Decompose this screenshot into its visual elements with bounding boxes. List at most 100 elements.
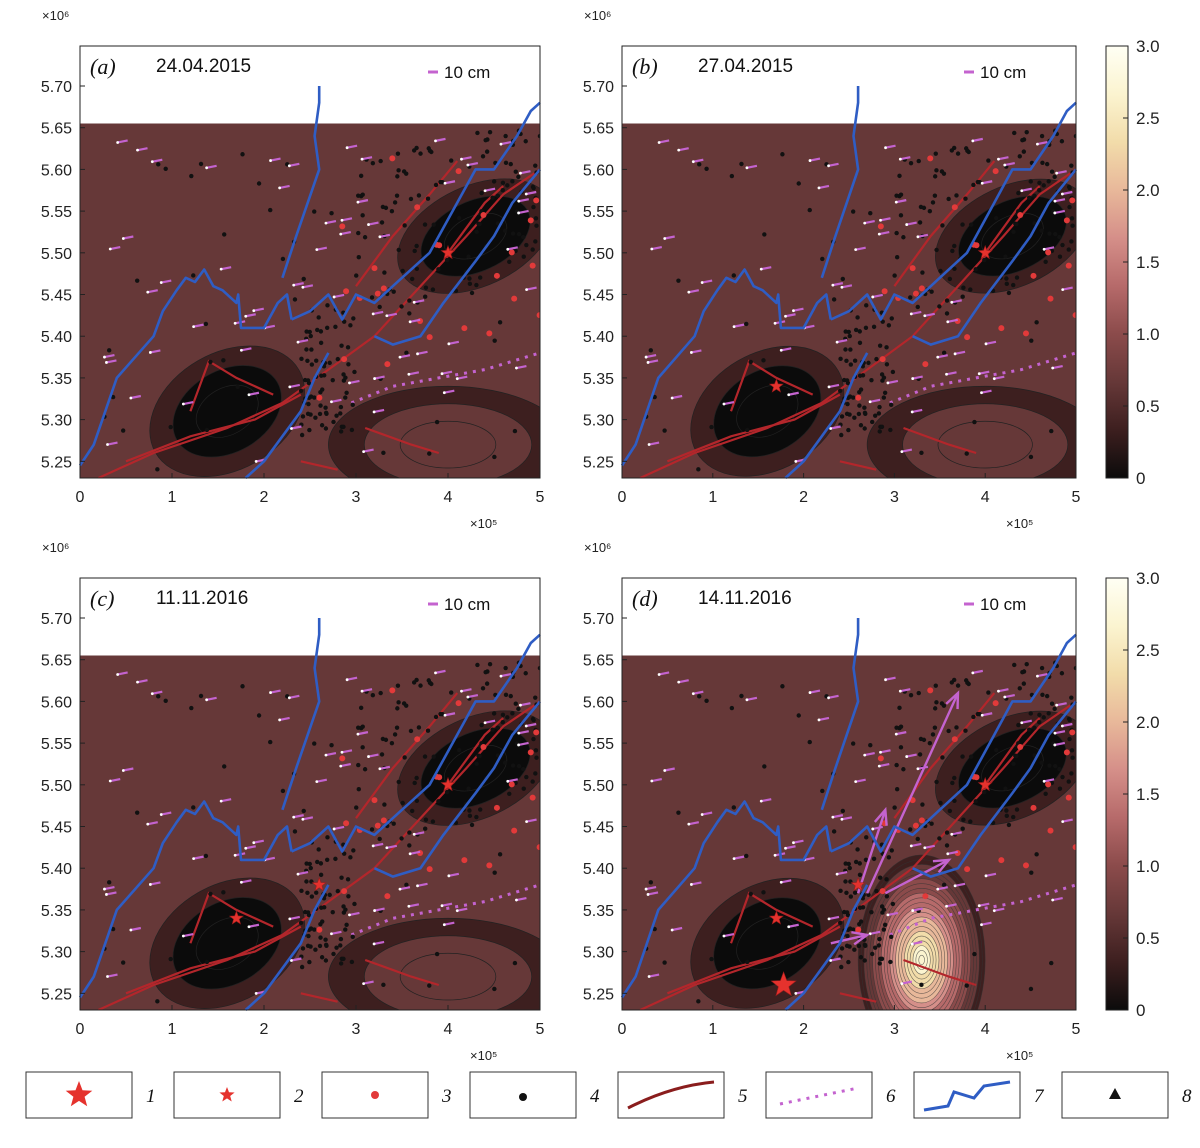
black-dot: [431, 222, 437, 227]
black-dot: [1006, 822, 1012, 828]
red-dot: [511, 827, 518, 834]
coastline: [78, 800, 293, 999]
black-dot: [870, 419, 875, 425]
black-dot: [908, 160, 914, 166]
gps-station: [992, 909, 996, 913]
red-dot: [511, 295, 518, 302]
gps-vector: [691, 349, 702, 354]
black-dot: [298, 388, 304, 393]
black-dot: [330, 377, 335, 383]
gps-vector: [333, 293, 345, 299]
gps-station: [868, 400, 872, 404]
field: [622, 655, 1076, 1010]
gps-station: [442, 923, 446, 927]
black-dot: [333, 324, 338, 330]
black-dot: [381, 982, 386, 988]
black-dot: [889, 316, 894, 321]
gps-vector: [245, 845, 256, 850]
gps-vector: [152, 158, 163, 163]
black-dot: [840, 276, 846, 282]
gps-station: [808, 691, 812, 694]
black-dot: [941, 882, 947, 888]
black-dot: [857, 861, 862, 866]
black-dot: [394, 725, 400, 730]
black-dot: [884, 894, 890, 899]
gps-station: [159, 813, 163, 816]
black-dot: [879, 424, 885, 430]
gps-station: [877, 232, 881, 236]
black-dot: [427, 680, 433, 686]
black-dot: [889, 402, 894, 408]
black-dot: [301, 808, 306, 814]
gps-station: [330, 932, 333, 936]
red-dot: [380, 817, 387, 824]
coastline: [820, 86, 860, 279]
gps-vector: [911, 940, 923, 946]
fault-line: [189, 359, 274, 412]
black-dot: [444, 257, 450, 263]
black-dot: [198, 161, 204, 167]
contour: [195, 916, 259, 970]
gps-vector: [781, 879, 792, 884]
black-dot: [203, 853, 209, 859]
black-dot: [399, 836, 404, 841]
scale-bar-label: 10 cm: [444, 63, 490, 82]
gps-vector: [664, 767, 675, 772]
black-dot: [268, 739, 273, 745]
black-dot: [317, 943, 323, 949]
black-dot: [898, 213, 904, 218]
gps-vector: [110, 777, 121, 783]
gps-station: [360, 689, 364, 693]
black-dot: [477, 753, 482, 759]
black-dot: [897, 705, 902, 711]
red-dot: [912, 290, 919, 297]
gps-vector: [316, 246, 328, 251]
gps-vector: [804, 856, 815, 861]
black-dot: [516, 174, 521, 180]
gps-station: [732, 325, 736, 329]
black-dot: [1011, 282, 1016, 288]
red-dot: [951, 736, 958, 743]
black-dot: [1039, 665, 1045, 671]
black-dot: [1037, 187, 1042, 193]
black-dot: [965, 148, 970, 154]
black-dot: [846, 427, 851, 433]
gps-vector: [291, 957, 302, 962]
black-dot: [1047, 231, 1052, 236]
gps-vector: [467, 161, 479, 167]
gps-station: [287, 696, 291, 700]
black-dot: [866, 360, 871, 366]
legend-box: [617, 1071, 725, 1119]
black-dot: [1004, 276, 1009, 281]
black-dot: [500, 180, 506, 186]
y-tick-label: 5.70: [41, 79, 72, 96]
red-dot: [998, 325, 1005, 332]
black-dot: [894, 787, 900, 792]
gps-station: [181, 402, 185, 406]
black-dot: [189, 705, 194, 711]
red-dot: [992, 168, 999, 175]
black-dot: [350, 934, 355, 940]
black-dot: [360, 213, 365, 218]
black-dot: [1069, 748, 1075, 753]
fault-line: [364, 958, 440, 987]
gps-station: [1003, 695, 1007, 699]
black-dot: [404, 350, 409, 356]
gps-station: [945, 372, 948, 376]
gps-vector: [1062, 818, 1073, 823]
gps-station: [808, 159, 812, 162]
gps-station: [817, 186, 821, 190]
dotted-line: [350, 883, 540, 937]
gps-station: [773, 321, 777, 325]
displacement-arrow: [856, 809, 887, 894]
black-dot: [1034, 852, 1039, 857]
black-dot: [346, 362, 351, 367]
black-dot: [972, 951, 977, 957]
gps-vector: [137, 679, 148, 684]
gps-vector: [981, 712, 993, 717]
black-dot: [497, 320, 503, 325]
gps-station: [181, 934, 185, 938]
red-dot: [414, 736, 421, 743]
red-dot: [1017, 744, 1024, 751]
black-dot: [318, 403, 323, 408]
